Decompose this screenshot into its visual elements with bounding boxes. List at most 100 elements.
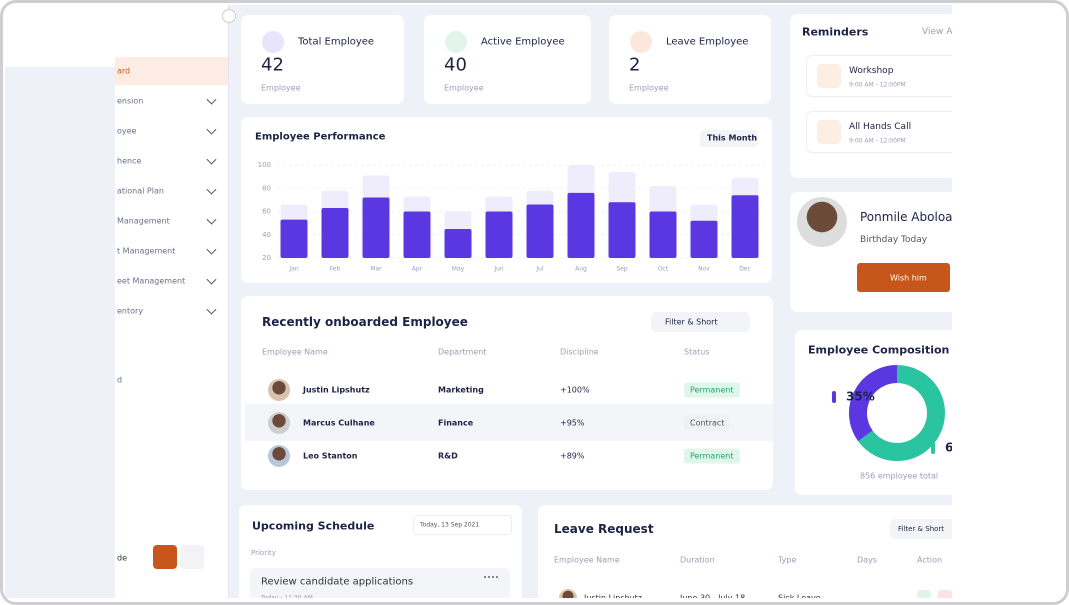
y-tick-label: 80 bbox=[262, 184, 271, 192]
stat-unit: Employee bbox=[444, 83, 484, 93]
employee-name: Justin Lipshutz bbox=[303, 385, 370, 395]
wish-label[interactable]: Wish him bbox=[890, 273, 927, 283]
chart: 35% 65% bbox=[832, 365, 952, 461]
x-tick-label: Apr bbox=[412, 266, 423, 273]
item-time: Today - 11:30 AM bbox=[261, 594, 313, 599]
wish-button[interactable] bbox=[857, 263, 950, 292]
menu-item[interactable]: hence bbox=[117, 156, 142, 166]
menu-item[interactable]: ard bbox=[117, 66, 131, 76]
menu-item[interactable]: eet Management bbox=[117, 276, 186, 286]
discipline: +100% bbox=[560, 385, 590, 395]
donut-segment bbox=[858, 365, 945, 461]
reject-button[interactable] bbox=[938, 590, 952, 598]
column-header: Type bbox=[778, 555, 797, 565]
menu-item[interactable]: Management bbox=[117, 216, 170, 226]
menu-item[interactable]: ational Plan bbox=[117, 186, 164, 196]
bar bbox=[403, 211, 431, 258]
department: R&D bbox=[438, 451, 458, 461]
x-tick-label: Feb bbox=[330, 266, 341, 273]
x-tick-label: Dec bbox=[739, 266, 751, 273]
menu-item[interactable]: d bbox=[117, 375, 123, 385]
menu-item[interactable]: oyee bbox=[117, 126, 137, 136]
stat-card: Active Employee 40 Employee bbox=[424, 15, 591, 104]
employee-name: Marcus Culhane bbox=[303, 418, 375, 428]
bar bbox=[649, 211, 677, 258]
legend-marker bbox=[931, 442, 935, 454]
card-title: Employee Performance bbox=[255, 131, 386, 143]
x-tick-label: Sep bbox=[616, 266, 628, 273]
note: Birthday Today bbox=[860, 235, 928, 245]
x-tick-label: Jun bbox=[493, 266, 504, 273]
employee-name: Leo Stanton bbox=[303, 451, 358, 461]
column-header: Action bbox=[917, 555, 943, 565]
stat-label: Leave Employee bbox=[666, 36, 749, 48]
birthday-card: Ponmile Aboloa Birthday Today Wish him bbox=[790, 192, 952, 312]
stat-value: 40 bbox=[444, 54, 467, 76]
y-tick-label: 60 bbox=[262, 208, 271, 216]
filter-button[interactable] bbox=[651, 312, 750, 332]
column-header: Discipline bbox=[560, 347, 599, 357]
x-tick-label: May bbox=[452, 266, 465, 273]
avatar bbox=[268, 445, 290, 467]
collapse-button[interactable] bbox=[222, 9, 236, 23]
column-header: Employee Name bbox=[554, 555, 620, 565]
card-title: Upcoming Schedule bbox=[252, 519, 375, 533]
stat-label: Active Employee bbox=[481, 36, 565, 48]
menu-active-bg bbox=[115, 57, 228, 85]
menu-item[interactable]: ension bbox=[117, 96, 144, 106]
chevron bbox=[206, 184, 217, 195]
reminder-title: All Hands Call bbox=[849, 122, 912, 132]
theme-button[interactable] bbox=[180, 545, 204, 569]
link[interactable]: View All bbox=[922, 27, 952, 37]
reminder-time: 9:00 AM - 12:00PM bbox=[849, 81, 906, 89]
bar bbox=[321, 208, 349, 258]
status: Contract bbox=[684, 415, 731, 431]
theme-button[interactable] bbox=[153, 545, 177, 569]
filter-label[interactable]: This Month bbox=[707, 133, 758, 143]
legend-marker bbox=[832, 391, 836, 403]
bar bbox=[485, 211, 513, 258]
filter-label[interactable]: Filter & Short bbox=[665, 317, 718, 327]
department: Marketing bbox=[438, 385, 484, 395]
column-header: Employee Name bbox=[262, 347, 328, 357]
cell: Justin Lipshutz bbox=[584, 593, 642, 599]
stat-value: 42 bbox=[261, 54, 284, 76]
chevron bbox=[206, 274, 217, 285]
reminder-icon bbox=[817, 120, 841, 144]
discipline: +95% bbox=[560, 418, 585, 428]
stat-value: 2 bbox=[629, 54, 641, 76]
leave-card: Leave Request Filter & Short Employee Name… bbox=[538, 505, 952, 598]
person-name: Ponmile Aboloa bbox=[860, 210, 952, 224]
more-dots bbox=[484, 576, 498, 580]
footer-label: de bbox=[117, 553, 127, 563]
screen: ard ension oyee hence ational Plan Management… bbox=[5, 5, 952, 598]
x-tick-label: Jan bbox=[288, 266, 298, 273]
card-title: Employee Composition bbox=[808, 343, 950, 357]
card-title: Leave Request bbox=[554, 522, 654, 536]
chevron bbox=[206, 154, 217, 165]
filter-button[interactable] bbox=[890, 519, 952, 539]
schedule-card: Upcoming Schedule Today, 13 Sep 2021 Prior… bbox=[239, 505, 522, 598]
bar bbox=[690, 220, 718, 258]
filter-label[interactable]: Filter & Short bbox=[898, 525, 945, 533]
menu-item[interactable]: t Management bbox=[117, 246, 176, 256]
composition-card: Employee Composition 35% 65% 856 employee t… bbox=[795, 330, 952, 495]
x-tick-label: Nov bbox=[698, 266, 710, 273]
stat-unit: Employee bbox=[629, 83, 669, 93]
x-tick-label: Jul bbox=[535, 266, 544, 273]
onboarded-card: Recently onboarded Employee Filter & Shor… bbox=[241, 296, 773, 490]
column-header: Duration bbox=[680, 555, 715, 565]
total-label: 856 employee total bbox=[860, 471, 939, 481]
date-label[interactable]: Today, 13 Sep 2021 bbox=[420, 521, 480, 529]
bar bbox=[280, 219, 308, 258]
avatar bbox=[268, 412, 290, 434]
cell: June 30 - July 18 bbox=[680, 593, 746, 599]
value-label: 35% bbox=[846, 390, 875, 404]
menu-item[interactable]: entory bbox=[117, 306, 144, 316]
filter-button[interactable] bbox=[700, 130, 758, 147]
priority-label: Priority bbox=[251, 549, 276, 557]
cell: Sick Leave bbox=[778, 593, 821, 599]
date-select[interactable] bbox=[413, 515, 512, 535]
approve-button[interactable] bbox=[917, 590, 931, 598]
y-tick-label: 20 bbox=[262, 254, 271, 262]
